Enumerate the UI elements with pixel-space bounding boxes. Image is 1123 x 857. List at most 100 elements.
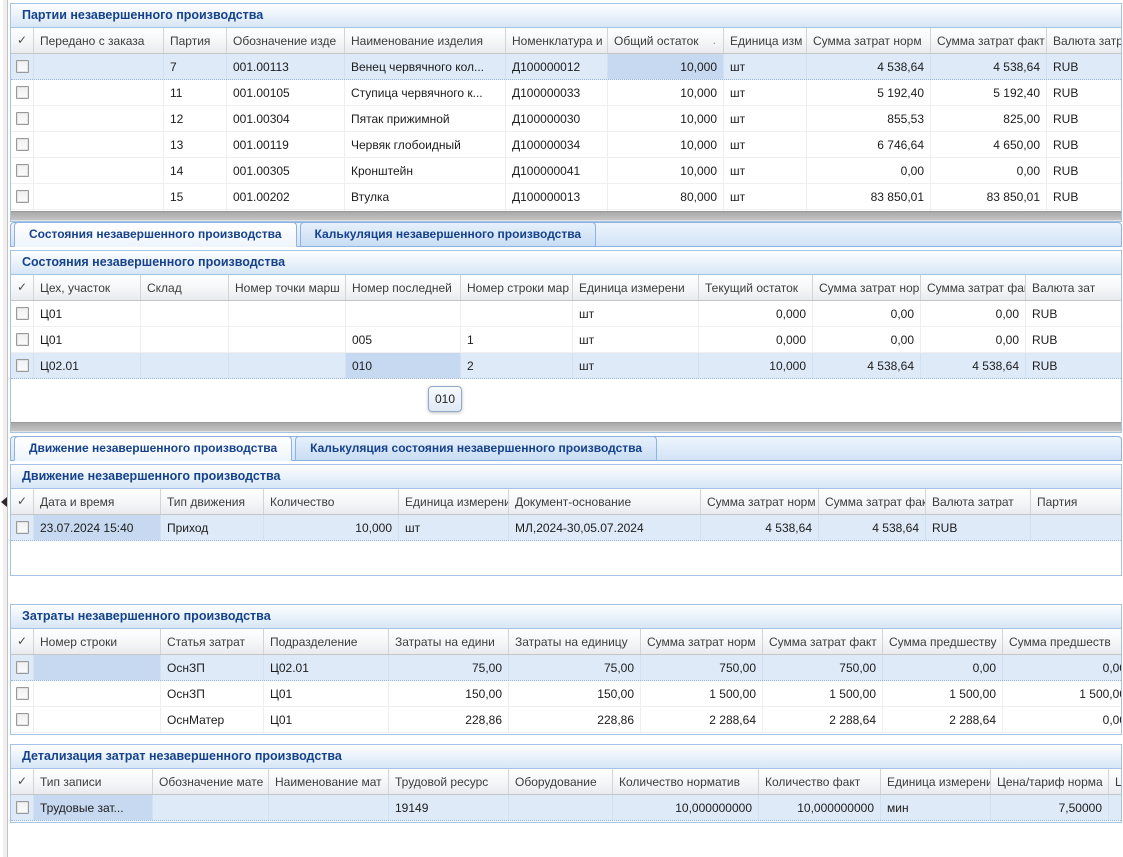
column-header[interactable]: Наименование мат [269, 769, 389, 794]
grid-cell[interactable]: RUB [1026, 353, 1121, 378]
column-header[interactable]: Сумма затрат норм [807, 28, 931, 53]
select-all-column-header[interactable]: ✓ [11, 769, 34, 794]
column-header[interactable]: Единица изм [724, 28, 807, 53]
grid-cell[interactable]: 0,000 [699, 327, 813, 352]
row-checkbox-cell[interactable] [11, 80, 34, 105]
grid-cell[interactable]: 001.00304 [227, 106, 345, 131]
grid-cell[interactable]: Венец червячного кол... [345, 54, 506, 79]
column-header[interactable]: Номер последней [346, 275, 461, 300]
grid-cell[interactable] [509, 795, 613, 820]
grid-cell[interactable]: шт [724, 184, 807, 209]
grid-cell[interactable]: RUB [1026, 301, 1121, 326]
row-checkbox[interactable] [15, 86, 29, 99]
row-checkbox[interactable] [15, 687, 29, 700]
grid-cell[interactable]: 010 [346, 353, 461, 378]
grid-cell[interactable]: 0,00 [1003, 707, 1121, 732]
grid-cell[interactable]: 4 650,00 [931, 132, 1047, 157]
grid-cell[interactable]: Ц01 [264, 681, 389, 706]
grid-cell[interactable]: 0,00 [1003, 655, 1121, 680]
column-header[interactable]: Сумма предшеству [883, 629, 1003, 654]
grid-cell[interactable] [141, 327, 229, 352]
grid-cell[interactable]: Ц01 [264, 707, 389, 732]
row-checkbox-cell[interactable] [11, 301, 34, 326]
column-header[interactable]: Номер строки [34, 629, 161, 654]
grid-cell[interactable]: 1 500,00 [883, 681, 1003, 706]
column-header[interactable]: Наименование изделия [345, 28, 506, 53]
grid-cell[interactable]: 0,00 [921, 301, 1026, 326]
row-checkbox[interactable] [15, 333, 29, 346]
grid-cell[interactable] [1109, 795, 1121, 820]
grid-cell[interactable]: 001.00113 [227, 54, 345, 79]
grid-cell[interactable]: шт [724, 106, 807, 131]
grid-cell[interactable]: 855,53 [807, 106, 931, 131]
grid-cell[interactable] [141, 301, 229, 326]
table-row[interactable]: 13 001.00119 Червяк глобоидный Д100000034 10… [11, 132, 1121, 158]
grid-cell[interactable]: 5 192,40 [807, 80, 931, 105]
column-header[interactable]: Партия [1031, 489, 1121, 514]
row-checkbox[interactable] [15, 138, 29, 151]
grid-cell[interactable]: RUB [926, 515, 1031, 540]
left-splitter[interactable] [0, 0, 8, 857]
column-header[interactable]: Сумма затрат норм [813, 275, 921, 300]
row-checkbox-cell[interactable] [11, 106, 34, 131]
grid-cell[interactable] [34, 54, 164, 79]
column-header[interactable]: Сумма затрат факт [931, 28, 1047, 53]
column-header[interactable]: Текущий остаток [699, 275, 813, 300]
row-checkbox-cell[interactable] [11, 158, 34, 183]
grid-cell[interactable]: 10,000 [608, 132, 724, 157]
grid-cell[interactable]: 001.00119 [227, 132, 345, 157]
grid-cell[interactable]: 6 746,64 [807, 132, 931, 157]
grid-cell[interactable]: Трудовые зат... [34, 795, 153, 820]
grid-cell[interactable]: шт [573, 327, 699, 352]
grid-cell[interactable]: 001.00105 [227, 80, 345, 105]
grid-cell[interactable] [34, 681, 161, 706]
grid-cell[interactable]: 10,000000000 [759, 795, 881, 820]
row-checkbox-cell[interactable] [11, 184, 34, 209]
grid-cell[interactable]: 150,00 [389, 681, 509, 706]
select-all-column-header[interactable]: ✓ [11, 275, 34, 300]
table-row[interactable]: 14 001.00305 Кронштейн Д100000041 10,000 шт 0,… [11, 158, 1121, 184]
column-header[interactable]: Оборудование [509, 769, 613, 794]
column-header[interactable]: Сумма затрат норм [701, 489, 819, 514]
grid-cell[interactable]: 2 288,64 [883, 707, 1003, 732]
grid-cell[interactable] [269, 795, 389, 820]
column-header[interactable]: Ц [1109, 769, 1121, 794]
row-checkbox[interactable] [15, 112, 29, 125]
grid-cell[interactable] [141, 353, 229, 378]
column-header[interactable]: Сумма затрат факт. [763, 629, 883, 654]
row-checkbox[interactable] [15, 307, 29, 320]
grid-cell[interactable]: RUB [1047, 132, 1121, 157]
horizontal-scrollbar[interactable] [11, 211, 1121, 221]
grid-cell[interactable]: RUB [1026, 327, 1121, 352]
grid-cell[interactable]: Ц02.01 [34, 353, 141, 378]
table-row[interactable]: 7 001.00113 Венец червячного кол... Д100000… [11, 54, 1121, 80]
grid-cell[interactable]: 83 850,01 [931, 184, 1047, 209]
row-checkbox[interactable] [15, 164, 29, 177]
grid-cell[interactable]: 4 538,64 [807, 54, 931, 79]
row-checkbox-cell[interactable] [11, 681, 34, 706]
grid-cell[interactable]: Д100000013 [506, 184, 608, 209]
grid-cell[interactable]: 75,00 [509, 655, 641, 680]
grid-cell[interactable]: мин [881, 795, 991, 820]
column-header[interactable]: Подразделение [264, 629, 389, 654]
row-checkbox[interactable] [15, 801, 29, 814]
column-header[interactable]: Обозначение изде [227, 28, 345, 53]
grid-cell[interactable]: Приход [161, 515, 264, 540]
grid-cell[interactable]: 2 [461, 353, 573, 378]
grid-cell[interactable]: 0,00 [813, 327, 921, 352]
grid-cell[interactable]: 10,000 [608, 106, 724, 131]
grid-cell[interactable]: Пятак прижимной [345, 106, 506, 131]
row-checkbox-cell[interactable] [11, 132, 34, 157]
row-checkbox-cell[interactable] [11, 353, 34, 378]
row-checkbox-cell[interactable] [11, 515, 34, 540]
column-header[interactable]: Дата и время [34, 489, 161, 514]
grid-cell[interactable]: 001.00202 [227, 184, 345, 209]
column-header[interactable]: Количество факт [759, 769, 881, 794]
grid-cell[interactable] [34, 132, 164, 157]
grid-cell[interactable]: 825,00 [931, 106, 1047, 131]
grid-cell[interactable]: RUB [1047, 158, 1121, 183]
row-checkbox-cell[interactable] [11, 54, 34, 79]
grid-cell[interactable]: 0,00 [813, 301, 921, 326]
column-header[interactable]: Склад [141, 275, 229, 300]
column-header[interactable]: Сумма затрат факт [921, 275, 1026, 300]
